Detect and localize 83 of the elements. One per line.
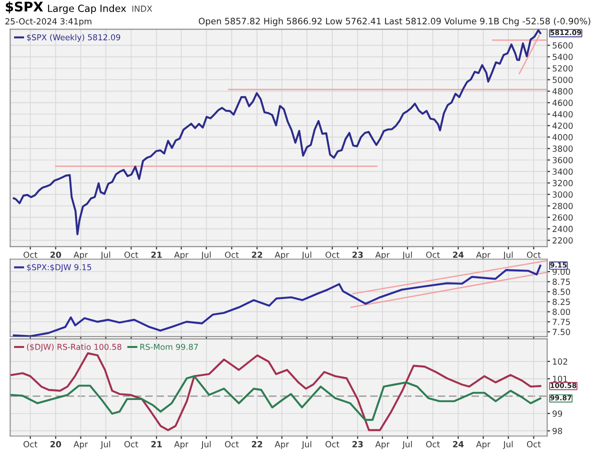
x-tick-label: 21 [151, 441, 162, 448]
x-tick-label: Apr [74, 441, 88, 449]
y-tick-label: 4000 [552, 134, 573, 140]
x-tick-label: Oct [24, 252, 38, 258]
y-tick-label: 3400 [552, 168, 573, 175]
x-tick-label: Oct [526, 252, 541, 258]
x-tick-label: 24 [453, 441, 464, 448]
x-tick-label: 20 [50, 441, 62, 448]
y-tick-label: 2200 [552, 237, 573, 244]
x-tick-label: Apr [274, 441, 290, 449]
y-tick-label: 5400 [552, 54, 573, 60]
y-tick-label: 7.50 [552, 328, 570, 336]
x-tick-label: Oct [426, 252, 440, 258]
text: INDX [132, 6, 152, 12]
x-tick-label: Apr [375, 441, 390, 449]
text: Open 5857.82 High 5866.92 Low 5762.41 Last 5812.09 Volume 9.1B Chg -52.58 (-0.90%) [198, 18, 590, 26]
legend-label: $SPX (Weekly) 5812.09 [26, 34, 120, 42]
x-tick-label: Jul [200, 440, 211, 449]
y-tick-label: 8.00 [552, 308, 570, 316]
y-tick-label: 98 [552, 428, 562, 434]
x-tick-label: 22 [252, 252, 262, 258]
x-tick-label: 23 [352, 441, 363, 448]
y-tick-label: 5200 [552, 65, 573, 72]
y-tick-label: 4200 [552, 122, 573, 129]
x-tick-label: 20 [50, 252, 62, 258]
y-tick-label: 99 [552, 410, 562, 417]
x-tick-label: Oct [326, 441, 340, 448]
x-tick-label: Oct [526, 441, 541, 448]
y-tick-label: 4600 [552, 100, 573, 106]
x-tick-label: Jul [100, 440, 110, 449]
text: Large Cap Index [48, 4, 126, 14]
x-tick-label: Oct [326, 252, 340, 258]
x-tick-label: Jul [402, 440, 412, 449]
x-tick-label: Jul [100, 251, 110, 260]
x-tick-label: 24 [453, 252, 464, 258]
x-tick-label: Jul [502, 440, 513, 449]
y-tick-label: 8.75 [552, 278, 570, 285]
x-tick-label: Jul [301, 440, 312, 449]
legend-label: ($DJW) RS-Ratio 100.58 [27, 344, 122, 352]
x-tick-label: 23 [352, 252, 363, 258]
line-series [10, 352, 542, 432]
y-tick-label: 8.50 [552, 288, 570, 295]
x-tick-label: Oct [224, 252, 239, 258]
x-tick-label: 22 [252, 441, 262, 448]
x-tick-label: 21 [151, 252, 162, 258]
x-tick-label: Apr [174, 441, 189, 449]
y-tick-label: 2400 [552, 226, 573, 232]
y-tick-label: 3200 [552, 180, 573, 186]
x-tick-label: Apr [174, 252, 189, 260]
y-tick-label: 101 [552, 376, 568, 382]
y-tick-label: 3000 [552, 191, 573, 198]
x-tick-label: Jul [200, 251, 211, 260]
x-tick-label: Oct [24, 441, 38, 448]
line-series [12, 29, 542, 236]
y-tick-label: 4800 [552, 88, 573, 94]
y-tick-label: 2600 [552, 214, 573, 221]
chart-subtitle: 25-Oct-2024 3:41pm [5, 18, 92, 26]
x-tick-label: Oct [426, 441, 440, 448]
x-tick-label: Apr [74, 252, 88, 260]
x-tick-label: Jul [301, 251, 312, 260]
y-tick-label: 3600 [552, 156, 573, 164]
line-series [12, 264, 542, 337]
x-tick-label: Apr [274, 252, 290, 260]
y-tick-label: 4400 [552, 111, 573, 118]
legend-label: RS-Mom 99.87 [140, 344, 198, 350]
y-tick-label: 7.75 [552, 318, 570, 326]
x-tick-label: Apr [375, 252, 390, 260]
x-tick-label: Jul [402, 251, 412, 260]
y-tick-label: 102 [552, 358, 568, 365]
x-tick-label: Jul [502, 251, 513, 260]
chart-title: $SPX [6, 1, 44, 14]
legend-label: $SPX:$DJW 9.15 [26, 264, 92, 272]
line-series [10, 375, 542, 421]
y-tick-label: 2800 [552, 202, 573, 210]
x-tick-label: Apr [476, 441, 490, 449]
x-tick-label: Oct [224, 441, 239, 448]
x-tick-label: Oct [124, 252, 138, 258]
y-tick-label: 8.25 [552, 298, 570, 305]
y-tick-label: 5600 [552, 42, 573, 49]
y-tick-label: 3800 [552, 146, 573, 152]
x-tick-label: Apr [476, 252, 490, 260]
x-tick-label: Oct [124, 441, 138, 448]
y-tick-label: 5000 [552, 76, 573, 83]
